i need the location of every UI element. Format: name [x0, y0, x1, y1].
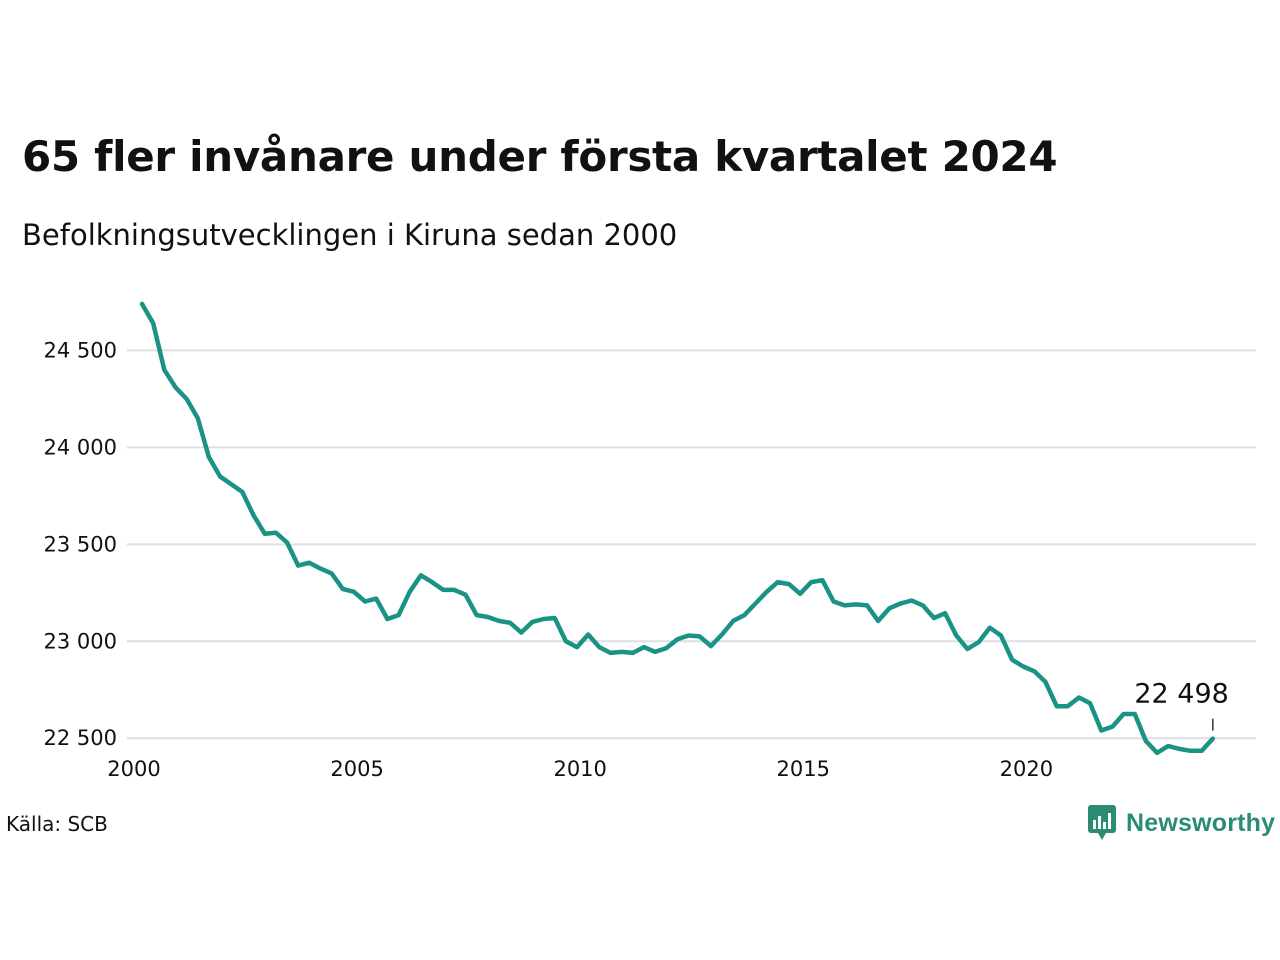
chart-title: 65 fler invånare under första kvartalet … — [22, 132, 1058, 181]
x-tick-label: 2000 — [107, 757, 160, 781]
y-tick-label: 24 500 — [44, 338, 117, 362]
series-line — [139, 301, 1216, 756]
brand-logo[interactable]: Newsworthy — [1088, 803, 1275, 843]
gridlines — [127, 349, 1256, 740]
y-axis-tick-labels: 22 500 23 000 23 500 24 000 24 500 — [44, 338, 117, 750]
y-tick-label: 23 500 — [44, 532, 117, 556]
x-tick-label: 2010 — [553, 757, 606, 781]
x-axis-tick-labels: 2000 2005 2010 2015 2020 — [107, 757, 1053, 781]
annotation-group: 22 498 — [1134, 679, 1229, 731]
chart-subtitle: Befolkningsutvecklingen i Kiruna sedan 2… — [22, 218, 678, 252]
newsworthy-logo-icon — [1088, 805, 1116, 840]
x-tick-label: 2015 — [777, 757, 830, 781]
x-tick-label: 2005 — [330, 757, 383, 781]
source-label: Källa: SCB — [6, 812, 108, 836]
x-tick-label: 2020 — [1000, 757, 1053, 781]
y-tick-label: 22 500 — [44, 726, 117, 750]
y-tick-label: 24 000 — [44, 435, 117, 459]
series-group — [139, 301, 1216, 756]
y-tick-label: 23 000 — [44, 629, 117, 653]
brand-name: Newsworthy — [1126, 808, 1276, 837]
annotation-label: 22 498 — [1134, 679, 1228, 710]
